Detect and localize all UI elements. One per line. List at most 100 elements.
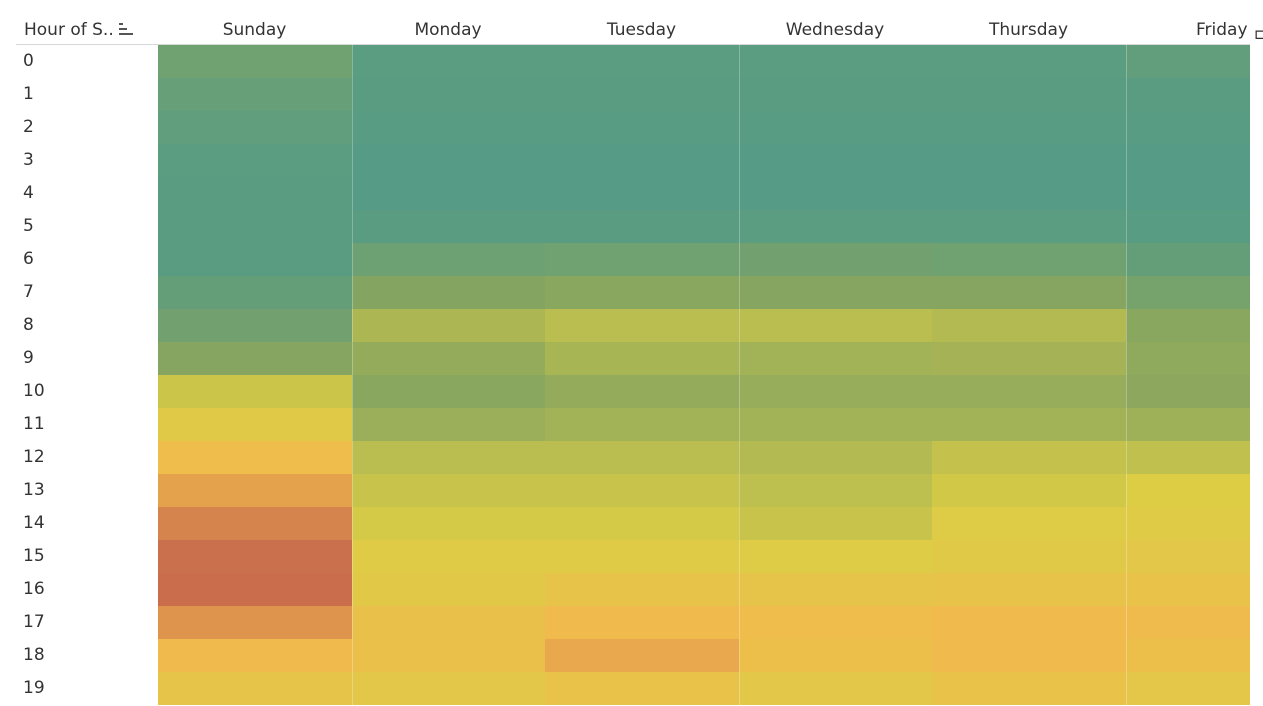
heatmap-cell-monday-19[interactable] — [352, 672, 545, 705]
heatmap-cell-tuesday-13[interactable] — [545, 474, 739, 507]
column-header-tuesday[interactable]: Tuesday — [606, 20, 677, 40]
heatmap-cell-wednesday-15[interactable] — [739, 540, 932, 573]
heatmap-cell-friday-19[interactable] — [1126, 672, 1250, 705]
heatmap-cell-wednesday-7[interactable] — [739, 276, 932, 309]
heatmap-cell-wednesday-2[interactable] — [739, 111, 932, 144]
heatmap-cell-tuesday-10[interactable] — [545, 375, 739, 408]
heatmap-cell-friday-2[interactable] — [1126, 111, 1250, 144]
heatmap-cell-wednesday-9[interactable] — [739, 342, 932, 375]
heatmap-cell-monday-12[interactable] — [352, 441, 545, 474]
heatmap-cell-friday-5[interactable] — [1126, 210, 1250, 243]
heatmap-cell-tuesday-11[interactable] — [545, 408, 739, 441]
heatmap-cell-monday-7[interactable] — [352, 276, 545, 309]
heatmap-cell-monday-8[interactable] — [352, 309, 545, 342]
heatmap-cell-wednesday-1[interactable] — [739, 78, 932, 111]
heatmap-cell-tuesday-3[interactable] — [545, 144, 739, 177]
heatmap-cell-wednesday-16[interactable] — [739, 573, 932, 606]
sort-icon[interactable] — [118, 22, 134, 42]
heatmap-cell-wednesday-6[interactable] — [739, 243, 932, 276]
heatmap-cell-friday-17[interactable] — [1126, 606, 1250, 639]
heatmap-cell-sunday-6[interactable] — [158, 243, 352, 276]
heatmap-cell-tuesday-16[interactable] — [545, 573, 739, 606]
heatmap-cell-tuesday-8[interactable] — [545, 309, 739, 342]
heatmap-cell-sunday-0[interactable] — [158, 45, 352, 78]
heatmap-cell-friday-4[interactable] — [1126, 177, 1250, 210]
heatmap-cell-monday-4[interactable] — [352, 177, 545, 210]
heatmap-cell-wednesday-0[interactable] — [739, 45, 932, 78]
heatmap-cell-thursday-5[interactable] — [932, 210, 1126, 243]
heatmap-cell-sunday-1[interactable] — [158, 78, 352, 111]
heatmap-cell-wednesday-14[interactable] — [739, 507, 932, 540]
heatmap-cell-sunday-2[interactable] — [158, 111, 352, 144]
heatmap-cell-thursday-0[interactable] — [932, 45, 1126, 78]
heatmap-cell-friday-11[interactable] — [1126, 408, 1250, 441]
heatmap-cell-thursday-16[interactable] — [932, 573, 1126, 606]
heatmap-cell-monday-10[interactable] — [352, 375, 545, 408]
heatmap-cell-sunday-8[interactable] — [158, 309, 352, 342]
heatmap-cell-monday-5[interactable] — [352, 210, 545, 243]
heatmap-cell-wednesday-3[interactable] — [739, 144, 932, 177]
heatmap-cell-sunday-14[interactable] — [158, 507, 352, 540]
heatmap-cell-tuesday-7[interactable] — [545, 276, 739, 309]
heatmap-cell-thursday-18[interactable] — [932, 639, 1126, 672]
heatmap-cell-thursday-9[interactable] — [932, 342, 1126, 375]
heatmap-cell-thursday-3[interactable] — [932, 144, 1126, 177]
heatmap-cell-friday-9[interactable] — [1126, 342, 1250, 375]
heatmap-cell-thursday-13[interactable] — [932, 474, 1126, 507]
heatmap-cell-wednesday-12[interactable] — [739, 441, 932, 474]
heatmap-cell-friday-1[interactable] — [1126, 78, 1250, 111]
heatmap-cell-sunday-15[interactable] — [158, 540, 352, 573]
heatmap-cell-thursday-6[interactable] — [932, 243, 1126, 276]
heatmap-cell-friday-8[interactable] — [1126, 309, 1250, 342]
heatmap-cell-sunday-7[interactable] — [158, 276, 352, 309]
column-header-thursday[interactable]: Thursday — [988, 20, 1069, 40]
heatmap-cell-tuesday-4[interactable] — [545, 177, 739, 210]
heatmap-cell-wednesday-11[interactable] — [739, 408, 932, 441]
heatmap-cell-wednesday-13[interactable] — [739, 474, 932, 507]
heatmap-cell-monday-16[interactable] — [352, 573, 545, 606]
heatmap-cell-sunday-16[interactable] — [158, 573, 352, 606]
heatmap-cell-friday-14[interactable] — [1126, 507, 1250, 540]
heatmap-cell-tuesday-5[interactable] — [545, 210, 739, 243]
heatmap-cell-monday-3[interactable] — [352, 144, 545, 177]
heatmap-cell-wednesday-18[interactable] — [739, 639, 932, 672]
heatmap-cell-wednesday-8[interactable] — [739, 309, 932, 342]
heatmap-cell-wednesday-4[interactable] — [739, 177, 932, 210]
heatmap-cell-tuesday-1[interactable] — [545, 78, 739, 111]
heatmap-cell-monday-17[interactable] — [352, 606, 545, 639]
heatmap-cell-sunday-10[interactable] — [158, 375, 352, 408]
heatmap-cell-sunday-9[interactable] — [158, 342, 352, 375]
heatmap-cell-thursday-8[interactable] — [932, 309, 1126, 342]
heatmap-cell-monday-0[interactable] — [352, 45, 545, 78]
heatmap-cell-friday-15[interactable] — [1126, 540, 1250, 573]
heatmap-cell-monday-11[interactable] — [352, 408, 545, 441]
heatmap-cell-sunday-18[interactable] — [158, 639, 352, 672]
column-header-monday[interactable]: Monday — [414, 20, 482, 40]
column-header-friday[interactable]: Friday — [1196, 20, 1248, 40]
heatmap-cell-sunday-5[interactable] — [158, 210, 352, 243]
column-header-sunday[interactable]: Sunday — [222, 20, 287, 40]
heatmap-cell-monday-9[interactable] — [352, 342, 545, 375]
heatmap-cell-monday-14[interactable] — [352, 507, 545, 540]
heatmap-cell-friday-12[interactable] — [1126, 441, 1250, 474]
heatmap-cell-friday-3[interactable] — [1126, 144, 1250, 177]
heatmap-cell-tuesday-12[interactable] — [545, 441, 739, 474]
heatmap-cell-tuesday-6[interactable] — [545, 243, 739, 276]
heatmap-cell-friday-6[interactable] — [1126, 243, 1250, 276]
heatmap-cell-tuesday-17[interactable] — [545, 606, 739, 639]
heatmap-cell-tuesday-18[interactable] — [545, 639, 739, 672]
heatmap-cell-monday-15[interactable] — [352, 540, 545, 573]
heatmap-cell-tuesday-14[interactable] — [545, 507, 739, 540]
heatmap-cell-thursday-14[interactable] — [932, 507, 1126, 540]
heatmap-cell-tuesday-2[interactable] — [545, 111, 739, 144]
heatmap-cell-monday-1[interactable] — [352, 78, 545, 111]
heatmap-cell-thursday-7[interactable] — [932, 276, 1126, 309]
heatmap-cell-thursday-12[interactable] — [932, 441, 1126, 474]
heatmap-cell-tuesday-19[interactable] — [545, 672, 739, 705]
heatmap-cell-friday-18[interactable] — [1126, 639, 1250, 672]
heatmap-cell-thursday-19[interactable] — [932, 672, 1126, 705]
heatmap-cell-sunday-12[interactable] — [158, 441, 352, 474]
heatmap-cell-monday-18[interactable] — [352, 639, 545, 672]
heatmap-cell-thursday-17[interactable] — [932, 606, 1126, 639]
column-header-wednesday[interactable]: Wednesday — [785, 20, 885, 40]
